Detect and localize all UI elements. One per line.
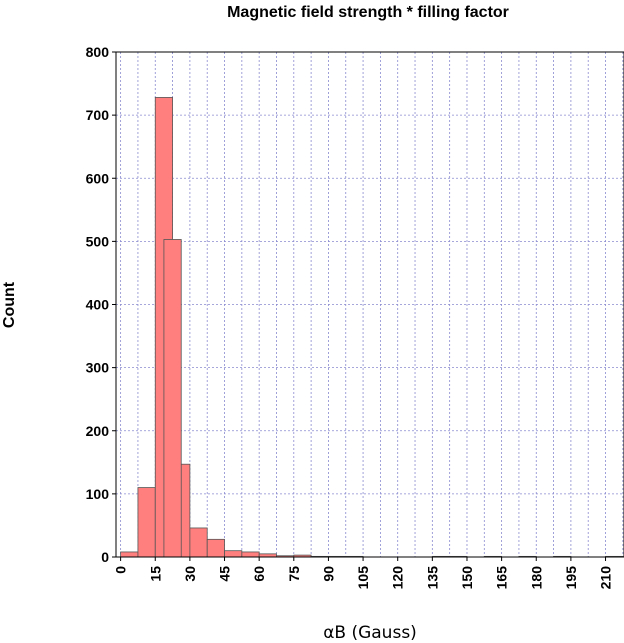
y-tick-labels: 0 100 200 300 400 500 600 700 800 [86,44,116,565]
histogram-bar [241,551,260,558]
x-tick-labels: 0 15 30 45 60 75 90 105 120 135 150 165 180 195 210 [113,557,614,589]
grid [116,52,624,557]
chart-title: Magnetic field strength * filling factor [227,4,509,21]
x-tick-label: 210 [598,566,614,590]
y-tick-label: 0 [101,549,109,565]
x-tick-label: 195 [563,566,579,590]
x-tick-label: 180 [528,566,544,590]
y-tick-label: 300 [86,360,110,376]
histogram-bar [120,551,139,558]
x-tick-label: 60 [251,566,267,582]
y-tick-label: 600 [86,170,110,186]
y-tick-label: 100 [86,486,110,502]
y-tick-label: 400 [86,297,110,313]
x-tick-label: 120 [390,566,406,590]
y-tick-label: 800 [86,44,110,60]
x-tick-label: 90 [320,566,336,582]
y-tick-label: 200 [86,423,110,439]
x-tick-label: 30 [182,566,198,582]
x-tick-label: 75 [286,566,302,582]
y-tick-label: 500 [86,233,110,249]
histogram-bar [163,239,182,558]
x-axis-label: αB (Gauss) [323,623,417,643]
histogram-bar [137,487,156,558]
bars [120,97,624,558]
y-axis-label: Count [1,281,18,328]
x-tick-label: 135 [424,566,440,590]
histogram-bar [224,550,243,558]
x-tick-label: 105 [355,566,371,590]
histogram-bar [189,527,208,558]
x-tick-label: 0 [113,566,129,574]
x-tick-label: 165 [494,566,510,590]
x-tick-label: 150 [459,566,475,590]
x-tick-label: 45 [217,566,233,582]
plot-frame [115,51,624,558]
x-tick-label: 15 [147,566,163,582]
y-tick-label: 700 [86,107,110,123]
histogram-bar [206,538,225,558]
